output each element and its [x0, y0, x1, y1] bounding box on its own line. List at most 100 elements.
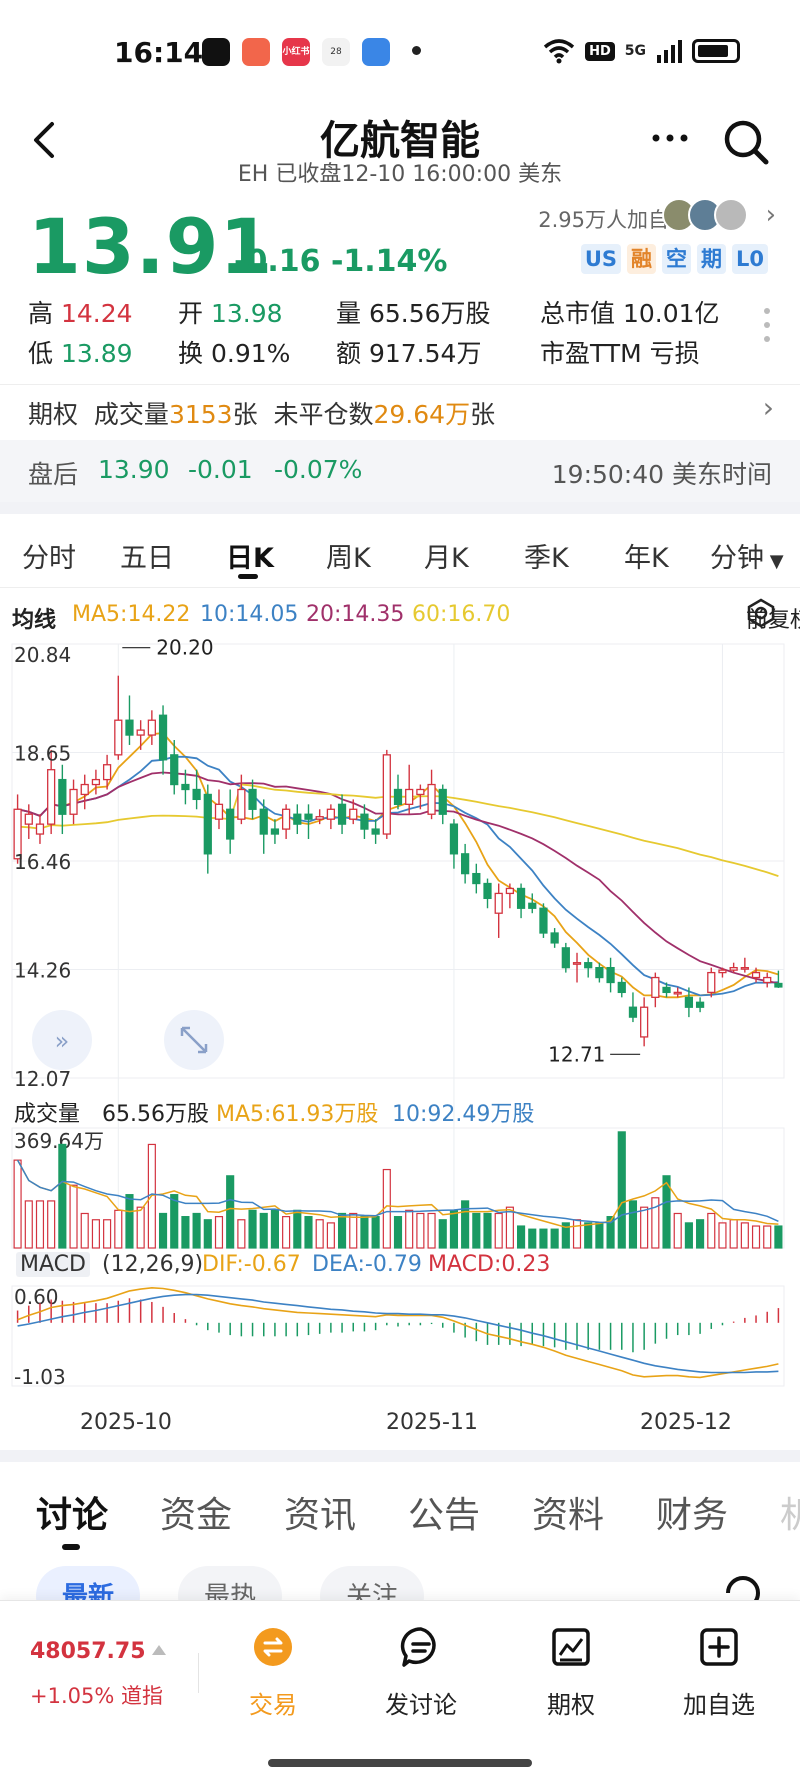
follower-avatars[interactable] — [662, 198, 748, 232]
index-ticker[interactable]: 48057.75 +1.05% 道指 — [30, 1639, 166, 1710]
badge-us[interactable]: US — [580, 244, 621, 274]
badge-margin[interactable]: 融 — [627, 244, 656, 274]
x-label-dec: 2025-12 — [640, 1410, 732, 1435]
badge-options[interactable]: 期 — [697, 244, 726, 274]
candle-body — [181, 783, 190, 791]
chevron-right-icon[interactable]: › — [765, 200, 776, 230]
chart-frame — [11, 643, 785, 1079]
triangle-up-icon — [152, 1645, 166, 1655]
expand-stats-button[interactable] — [764, 308, 770, 342]
candle-body — [382, 754, 391, 835]
expand-left-bg — [32, 1010, 92, 1070]
expand-chart-button[interactable]: » — [32, 1010, 92, 1070]
low-marker-label: 12.71 — [548, 1042, 605, 1066]
chevron-right-icon: › — [762, 391, 774, 424]
options-summary-row[interactable]: 期权 成交量3153张 未平仓数29.64万张 › — [0, 384, 800, 434]
volume-bar — [595, 1222, 604, 1249]
candle-body — [102, 764, 112, 781]
macd-title[interactable]: MACD — [16, 1252, 90, 1277]
badge-level[interactable]: L0 — [732, 244, 768, 274]
more-horizontal-icon — [652, 134, 688, 142]
index-value: 48057.75 — [30, 1639, 146, 1664]
tab-monthly-k[interactable]: 月K — [424, 543, 469, 574]
volume-bar — [696, 1219, 705, 1249]
stat-mktcap: 总市值 10.01亿 — [540, 299, 720, 328]
candle — [270, 819, 280, 844]
post-discussion-button[interactable]: 发讨论 — [366, 1625, 476, 1720]
candle-body — [315, 816, 324, 820]
macd-frame — [11, 1285, 785, 1387]
filter-following[interactable]: 关注 — [320, 1566, 425, 1602]
ma60-value: 60:16.70 — [412, 602, 511, 627]
candle — [102, 754, 112, 790]
price-adjust-button[interactable]: 前复权 — [746, 598, 800, 633]
options-chart-icon — [552, 1628, 590, 1666]
candle — [181, 769, 190, 805]
stat-high: 高 14.24 — [28, 299, 133, 328]
candle-body — [58, 778, 67, 815]
network-type: 5G — [624, 43, 646, 59]
signal-icon — [657, 40, 682, 63]
volume-bar — [24, 1200, 33, 1249]
trade-button[interactable]: 交易 — [218, 1625, 328, 1720]
y-tick-label: 20.84 — [14, 643, 71, 667]
candle-body — [270, 828, 280, 835]
fullscreen-button[interactable] — [164, 1010, 224, 1070]
discussion-filters: 最新 最热 关注 — [0, 1562, 800, 1602]
double-chevron-icon: » — [55, 1027, 70, 1055]
badge-short[interactable]: 空 — [662, 244, 691, 274]
candle-body — [80, 783, 89, 796]
tab-daily-k[interactable]: 日K — [226, 543, 274, 574]
filter-hot[interactable]: 最热 — [178, 1566, 283, 1602]
stat-volume: 量 65.56万股 — [336, 299, 491, 328]
candle — [673, 987, 682, 998]
add-watchlist-label: 加自选 — [683, 1691, 755, 1719]
tab-financials[interactable]: 财务 — [656, 1495, 729, 1536]
refresh-icon[interactable] — [720, 1570, 766, 1602]
add-watchlist-button[interactable]: 加自选 — [664, 1625, 774, 1720]
battery-icon — [692, 39, 740, 63]
last-price: 13.91 — [28, 202, 274, 291]
active-tab-indicator — [238, 574, 258, 579]
candle — [539, 903, 548, 938]
candle — [449, 819, 459, 869]
candle-body — [91, 778, 101, 786]
tab-funds[interactable]: 资金 — [160, 1495, 233, 1536]
more-button[interactable] — [650, 118, 690, 167]
filter-latest[interactable]: 最新 — [36, 1566, 141, 1602]
status-bar: 16:14 小红书 28 HD 5G — [0, 0, 800, 104]
volume-bar — [550, 1228, 559, 1249]
xiaohongshu-icon: 小红书 — [282, 38, 310, 66]
tab-five-day[interactable]: 五日 — [120, 543, 174, 574]
candle-body — [226, 808, 235, 840]
kline-chart[interactable]: 20.84 18.65 16.46 14.26 12.07 20.20 12.71 369… — [0, 630, 800, 1410]
tab-minute[interactable]: 分钟 ▼ — [710, 543, 784, 574]
stat-pe: 市盈TTM 亏损 — [540, 339, 700, 368]
tab-quarterly-k[interactable]: 季K — [524, 543, 569, 574]
candle — [595, 962, 604, 983]
tab-yearly-k[interactable]: 年K — [624, 543, 669, 574]
tab-weekly-k[interactable]: 周K — [326, 543, 371, 574]
candle-body — [47, 769, 56, 825]
candle-body — [393, 788, 403, 805]
candle — [226, 789, 235, 854]
change-value: -0.16 — [234, 244, 321, 279]
candle-body — [360, 813, 369, 830]
tab-news[interactable]: 资讯 — [284, 1495, 357, 1536]
home-indicator — [268, 1759, 532, 1767]
tab-discussion[interactable]: 讨论 — [36, 1495, 109, 1536]
options-button[interactable]: 期权 — [516, 1625, 626, 1720]
volume-bar — [371, 1216, 380, 1249]
tab-profile[interactable]: 资料 — [532, 1495, 605, 1536]
tab-intraday[interactable]: 分时 — [22, 543, 76, 574]
volume-bar — [438, 1219, 447, 1249]
tab-announcements[interactable]: 公告 — [408, 1495, 481, 1536]
tab-institutions[interactable]: 机 — [780, 1495, 800, 1536]
candle-body — [483, 882, 492, 900]
candle — [349, 799, 358, 825]
back-button[interactable] — [28, 118, 68, 170]
search-button[interactable] — [722, 118, 772, 168]
candle — [214, 789, 224, 830]
after-hours-change-pct: -0.07% — [274, 455, 363, 484]
volume-bar — [472, 1212, 481, 1249]
